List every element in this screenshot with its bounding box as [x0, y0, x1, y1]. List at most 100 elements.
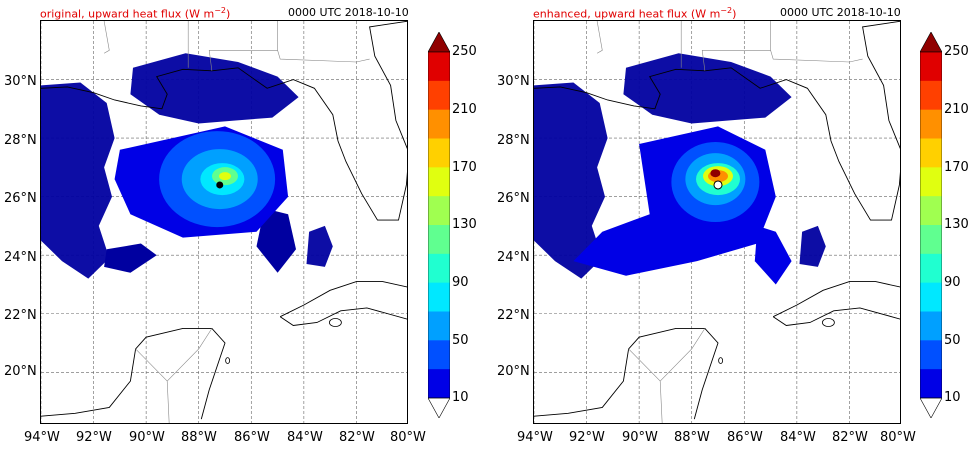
left-lon-tick-84: 84°W	[287, 430, 323, 445]
left-lat-tick-20: 20°N	[4, 364, 37, 379]
right-lon-tick-94: 94°W	[517, 430, 553, 445]
right-lat-tick-26: 26°N	[497, 191, 530, 206]
colorbar-segment	[428, 340, 450, 370]
left-lon-tick-92: 92°W	[76, 430, 112, 445]
coastline	[280, 281, 407, 318]
border	[659, 328, 706, 382]
border	[770, 50, 863, 63]
colorbar-frame	[428, 51, 450, 399]
right-lat-tick-24: 24°N	[497, 250, 530, 265]
coastline	[534, 21, 900, 221]
right-panel-title: enhanced, upward heat flux (W m−2)	[533, 6, 736, 21]
left-cb-label-90: 90	[452, 275, 469, 290]
left-lon-tick-80: 80°W	[390, 430, 426, 445]
border	[701, 21, 771, 71]
left-panel-time: 0000 UTC 2018-10-10	[288, 6, 409, 19]
left-cb-label-170: 170	[452, 160, 477, 175]
colorbar-segment	[428, 138, 450, 168]
right-lat-tick-20: 20°N	[497, 364, 530, 379]
coastline	[534, 327, 719, 420]
left-lat-tick-24: 24°N	[4, 250, 37, 265]
border	[628, 348, 663, 423]
right-cb-label-50: 50	[944, 333, 961, 348]
flux-region	[306, 225, 333, 267]
left-cb-label-210: 210	[452, 102, 477, 117]
colorbar-segment	[428, 369, 450, 399]
colorbar-segment	[428, 167, 450, 197]
colorbar-segment	[920, 167, 942, 197]
flux-region	[799, 225, 826, 267]
right-lon-tick-82: 82°W	[832, 430, 868, 445]
left-panel-title: original, upward heat flux (W m−2)	[40, 6, 230, 21]
coastline	[773, 281, 900, 318]
right-cb-label-210: 210	[944, 102, 969, 117]
right-lon-tick-90: 90°W	[622, 430, 658, 445]
flux-region	[534, 82, 608, 279]
right-panel-time: 0000 UTC 2018-10-10	[780, 6, 901, 19]
left-lon-tick-94: 94°W	[24, 430, 60, 445]
right-cb-label-130: 130	[944, 217, 969, 232]
flux-ring	[710, 169, 721, 178]
left-title-sup: −2	[214, 6, 226, 15]
left-map	[40, 20, 408, 424]
colorbar-arrow-top	[920, 32, 942, 53]
flux-region	[623, 53, 792, 124]
colorbar-segment	[920, 138, 942, 168]
left-lon-tick-86: 86°W	[234, 430, 270, 445]
right-map	[533, 20, 901, 424]
right-title-sup: −2	[720, 6, 733, 15]
right-lon-tick-92: 92°W	[569, 430, 605, 445]
colorbar-arrow-bottom	[920, 397, 942, 418]
colorbar-segment	[920, 282, 942, 312]
colorbar-arrow-top	[428, 32, 450, 53]
colorbar-segment	[428, 80, 450, 111]
right-map-canvas	[534, 21, 900, 423]
colorbar-segment	[920, 196, 942, 226]
colorbar-segment	[920, 225, 942, 255]
colorbar-segment	[428, 225, 450, 255]
coastline	[41, 327, 226, 420]
flux-region	[104, 243, 157, 273]
flux-region	[130, 53, 299, 124]
border	[596, 21, 603, 54]
left-cb-label-50: 50	[452, 333, 469, 348]
right-lon-tick-88: 88°W	[674, 430, 710, 445]
border	[277, 50, 370, 63]
right-lon-tick-84: 84°W	[780, 430, 816, 445]
left-colorbar	[428, 32, 450, 418]
flux-ring	[219, 172, 231, 181]
right-lat-tick-30: 30°N	[497, 74, 530, 89]
colorbar-segment	[428, 196, 450, 226]
colorbar-segment	[428, 282, 450, 312]
colorbar-segment	[920, 369, 942, 399]
left-title-close: )	[225, 7, 231, 21]
island	[718, 357, 724, 364]
right-cb-label-90: 90	[944, 275, 961, 290]
island	[328, 318, 342, 327]
left-lon-tick-82: 82°W	[339, 430, 375, 445]
colorbar-segment	[920, 253, 942, 284]
border	[103, 21, 110, 54]
border	[166, 328, 213, 382]
left-lat-tick-26: 26°N	[4, 191, 37, 206]
colorbar-arrow-bottom	[428, 397, 450, 418]
left-lon-tick-88: 88°W	[181, 430, 217, 445]
right-cb-label-170: 170	[944, 160, 969, 175]
right-lat-tick-22: 22°N	[497, 308, 530, 323]
colorbar-segment	[920, 80, 942, 111]
island	[225, 357, 231, 364]
island	[821, 318, 835, 327]
flux-region	[256, 208, 296, 273]
colorbar-segment	[920, 109, 942, 139]
left-map-canvas	[41, 21, 407, 423]
right-lat-tick-28: 28°N	[497, 133, 530, 148]
left-lon-tick-90: 90°W	[129, 430, 165, 445]
colorbar-segment	[920, 340, 942, 370]
right-cb-label-10: 10	[944, 390, 961, 405]
storm-eye	[216, 181, 224, 189]
flux-region	[41, 82, 115, 279]
left-cb-label-10: 10	[452, 390, 469, 405]
right-title-close: )	[732, 7, 737, 21]
storm-eye	[713, 180, 723, 190]
coastline	[279, 307, 407, 326]
